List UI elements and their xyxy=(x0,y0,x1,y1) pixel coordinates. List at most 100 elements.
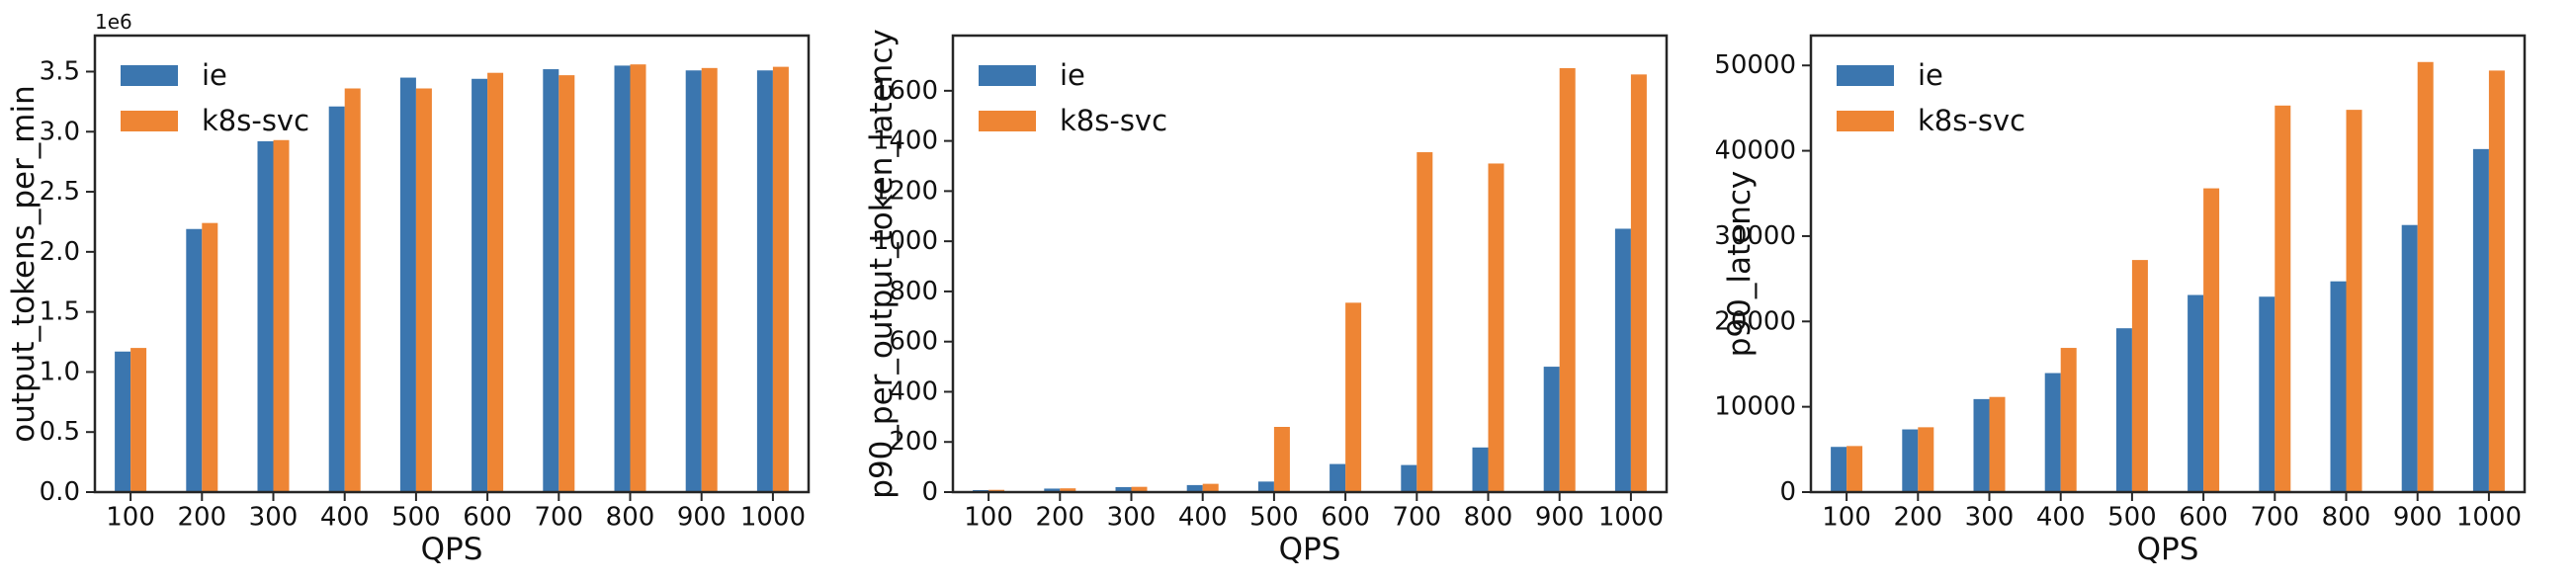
x-tick-label: 200 xyxy=(1035,502,1084,532)
y-tick-label: 3.5 xyxy=(40,56,80,86)
x-tick-label: 600 xyxy=(2179,502,2228,532)
x-tick-label: 100 xyxy=(106,502,155,532)
bar-ie-qps-700 xyxy=(543,69,559,492)
y-tick-label: 600 xyxy=(889,327,938,357)
x-tick-label: 1000 xyxy=(740,502,806,532)
bar-ie-qps-100 xyxy=(1831,447,1847,492)
legend-swatch-ie xyxy=(121,65,178,86)
bar-k8s-svc-qps-200 xyxy=(202,222,218,493)
x-tick-label: 700 xyxy=(534,502,583,532)
y-tick-label: 0.0 xyxy=(40,477,80,507)
bar-k8s-svc-qps-300 xyxy=(1131,486,1148,492)
x-tick-label: 600 xyxy=(463,502,512,532)
x-tick-label: 500 xyxy=(1249,502,1299,532)
legend-swatch-k8s-svc xyxy=(121,111,178,131)
bar-chart-p90-latency: 0 10000 20000 30000 40000 50000 100 200 300 400 50… xyxy=(1716,34,2527,532)
chart-panel-output-tokens-per-min: 1e6 output_tokens_per_min 0.0 0.5 1.0 1.5 2.… xyxy=(0,0,858,585)
legend-swatch-ie xyxy=(979,65,1036,86)
bar-ie-qps-600 xyxy=(2188,294,2204,492)
bar-k8s-svc-qps-100 xyxy=(1846,446,1863,492)
chart-panel-p90-per-output-token-latency: p90_per_output_token_latency 0 200 400 600 8… xyxy=(858,0,1716,585)
y-tick-label: 20000 xyxy=(1716,306,1796,336)
bar-k8s-svc-qps-800 xyxy=(630,64,646,492)
bar-ie-qps-500 xyxy=(2115,328,2132,492)
bar-ie-qps-300 xyxy=(1115,486,1132,492)
legend-item-ie: ie xyxy=(979,61,1167,90)
x-tick-label: 300 xyxy=(1107,502,1157,532)
legend-label-k8s-svc: k8s-svc xyxy=(1060,104,1168,137)
x-tick-label: 900 xyxy=(2393,502,2443,532)
x-tick-label: 300 xyxy=(249,502,299,532)
plot-border xyxy=(93,34,811,494)
x-tick-label: 300 xyxy=(1965,502,2015,532)
bar-ie-qps-200 xyxy=(1902,429,1919,492)
bar-ie-qps-900 xyxy=(2401,224,2418,492)
y-tick-label: 0 xyxy=(921,477,938,507)
bar-ie-qps-400 xyxy=(1186,484,1203,492)
bar-ie-qps-800 xyxy=(2330,281,2347,492)
legend-swatch-k8s-svc xyxy=(979,111,1036,131)
bar-k8s-svc-qps-400 xyxy=(2060,348,2077,492)
bar-ie-qps-800 xyxy=(614,65,631,492)
legend-item-ie: ie xyxy=(1837,61,2025,90)
x-tick-label: 400 xyxy=(1178,502,1228,532)
bar-k8s-svc-qps-600 xyxy=(1345,302,1362,492)
y-tick-label: 10000 xyxy=(1716,392,1796,422)
x-tick-label: 900 xyxy=(1535,502,1585,532)
bar-ie-qps-700 xyxy=(2259,296,2275,492)
x-tick-label: 800 xyxy=(1464,502,1513,532)
legend-item-ie: ie xyxy=(121,61,309,90)
bar-ie-qps-400 xyxy=(328,106,345,493)
bar-ie-qps-1000 xyxy=(2472,148,2489,492)
x-tick-label: 200 xyxy=(177,502,226,532)
bar-chart-p90-per-output-token-latency: 0 200 400 600 800 1000 1200 1400 1600 100 200 300 40… xyxy=(873,34,1669,532)
bar-ie-qps-400 xyxy=(2044,373,2061,492)
bar-ie-qps-600 xyxy=(472,78,488,492)
plot-border xyxy=(1809,34,2527,494)
y-tick-label: 1600 xyxy=(873,76,938,106)
bar-k8s-svc-qps-700 xyxy=(2275,105,2291,492)
bar-k8s-svc-qps-500 xyxy=(415,88,432,492)
y-tick-label: 0 xyxy=(1779,477,1796,507)
y-tick-label: 1.0 xyxy=(40,357,80,386)
y-tick-label: 1000 xyxy=(873,226,938,256)
y-tick-label: 50000 xyxy=(1716,50,1796,80)
bar-chart-output-tokens-per-min: 0.0 0.5 1.0 1.5 2.0 2.5 3.0 3.5 100 200 300 400 500 6… xyxy=(40,34,811,532)
x-tick-label: 1000 xyxy=(1598,502,1664,532)
plot-border xyxy=(951,34,1669,494)
x-tick-label: 400 xyxy=(2036,502,2086,532)
x-tick-label: 500 xyxy=(2107,502,2157,532)
x-tick-label: 500 xyxy=(391,502,441,532)
bar-ie-qps-1000 xyxy=(1614,228,1631,492)
bar-k8s-svc-qps-200 xyxy=(1060,488,1076,492)
x-axis-label: QPS xyxy=(1278,532,1341,567)
bar-k8s-svc-qps-900 xyxy=(2417,61,2434,493)
bar-k8s-svc-qps-700 xyxy=(1417,152,1433,493)
bar-k8s-svc-qps-900 xyxy=(1559,68,1576,492)
x-axis-label: QPS xyxy=(2136,532,2199,567)
bar-k8s-svc-qps-200 xyxy=(1918,427,1934,492)
bar-ie-qps-700 xyxy=(1401,464,1417,492)
y-tick-label: 30000 xyxy=(1716,221,1796,251)
bar-k8s-svc-qps-1000 xyxy=(2488,70,2505,492)
bar-ie-qps-900 xyxy=(1543,367,1560,492)
bar-ie-qps-500 xyxy=(1257,481,1274,492)
y-tick-label: 1400 xyxy=(873,126,938,156)
legend-item-k8s-svc: k8s-svc xyxy=(121,107,309,135)
y-tick-label: 1200 xyxy=(873,176,938,206)
x-tick-label: 700 xyxy=(2250,502,2299,532)
bar-ie-qps-600 xyxy=(1330,463,1346,492)
x-tick-label: 100 xyxy=(964,502,1013,532)
bar-ie-qps-100 xyxy=(115,351,131,492)
legend-label-k8s-svc: k8s-svc xyxy=(1918,104,2026,137)
y-tick-label: 3.0 xyxy=(40,117,80,146)
legend-item-k8s-svc: k8s-svc xyxy=(979,107,1167,135)
x-tick-label: 1000 xyxy=(2456,502,2522,532)
bar-ie-qps-300 xyxy=(1973,398,1990,492)
legend-swatch-ie xyxy=(1837,65,1894,86)
legend-item-k8s-svc: k8s-svc xyxy=(1837,107,2025,135)
bar-k8s-svc-qps-800 xyxy=(1488,163,1504,492)
legend: ie k8s-svc xyxy=(979,61,1167,152)
bar-k8s-svc-qps-700 xyxy=(558,75,575,492)
y-tick-label: 1.5 xyxy=(40,297,80,327)
